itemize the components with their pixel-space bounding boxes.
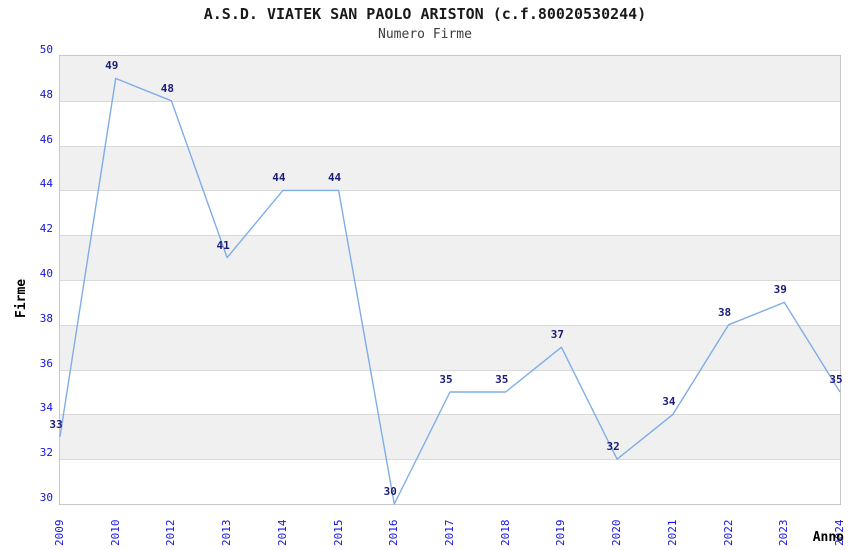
plot-band <box>60 235 840 281</box>
point-label: 35 <box>495 373 509 386</box>
x-axis-title: Anno <box>812 530 844 545</box>
x-tick-label: 2012 <box>164 519 178 547</box>
point-label: 39 <box>773 283 787 297</box>
x-tick-label: 2010 <box>108 519 122 547</box>
point-label: 49 <box>105 59 119 73</box>
x-tick-label: 2022 <box>721 519 735 547</box>
y-tick-label: 46 <box>39 132 53 146</box>
plot-band <box>60 324 840 370</box>
point-label: 48 <box>160 81 175 95</box>
gridline <box>60 235 840 237</box>
x-tick-label: 2015 <box>331 519 345 547</box>
point-label: 35 <box>439 373 453 386</box>
chart-title: A.S.D. VIATEK SAN PAOLO ARISTON (c.f.800… <box>203 5 647 23</box>
point-label: 33 <box>49 417 63 431</box>
y-tick-label: 30 <box>39 491 53 504</box>
gridline <box>60 190 840 192</box>
x-tick-label: 2018 <box>498 519 512 547</box>
gridline <box>60 414 840 416</box>
plot-band <box>60 56 840 101</box>
y-tick-label: 38 <box>39 311 53 325</box>
point-label: 30 <box>383 485 397 498</box>
y-tick-label: 36 <box>39 356 53 370</box>
point-label: 44 <box>272 171 286 185</box>
point-label: 35 <box>829 373 843 386</box>
y-tick-label: 40 <box>39 267 53 280</box>
x-tick-label: 2014 <box>275 519 289 547</box>
plot-area <box>59 55 841 505</box>
x-tick-label: 2017 <box>443 519 456 547</box>
x-tick-label: 2020 <box>610 519 624 547</box>
x-tick-label: 2013 <box>220 519 234 547</box>
gridline <box>60 459 840 461</box>
x-tick-label: 2009 <box>53 519 66 547</box>
x-tick-label: 2016 <box>387 519 401 547</box>
point-label: 32 <box>606 440 620 454</box>
y-tick-label: 42 <box>39 222 53 236</box>
gridline <box>60 145 840 147</box>
series-line <box>59 77 841 505</box>
y-tick-label: 44 <box>39 177 53 191</box>
x-tick-label: 2021 <box>665 519 679 547</box>
y-tick-label: 32 <box>39 446 53 460</box>
point-label: 38 <box>717 305 732 319</box>
gridline <box>60 100 840 102</box>
gridline <box>60 280 840 281</box>
x-tick-label: 2019 <box>554 519 568 547</box>
chart-subtitle: Numero Firme <box>378 27 472 42</box>
y-tick-label: 48 <box>39 87 53 101</box>
y-tick-label: 50 <box>39 43 53 56</box>
point-label: 44 <box>327 171 342 185</box>
plot-band <box>60 414 840 460</box>
x-tick-label: 2023 <box>777 519 791 547</box>
firme-line-series <box>59 77 841 505</box>
point-label: 41 <box>216 238 230 252</box>
gridline <box>60 324 840 326</box>
point-label: 34 <box>662 395 676 409</box>
y-tick-label: 34 <box>39 401 53 415</box>
point-label: 37 <box>550 328 565 342</box>
gridline <box>60 369 840 371</box>
